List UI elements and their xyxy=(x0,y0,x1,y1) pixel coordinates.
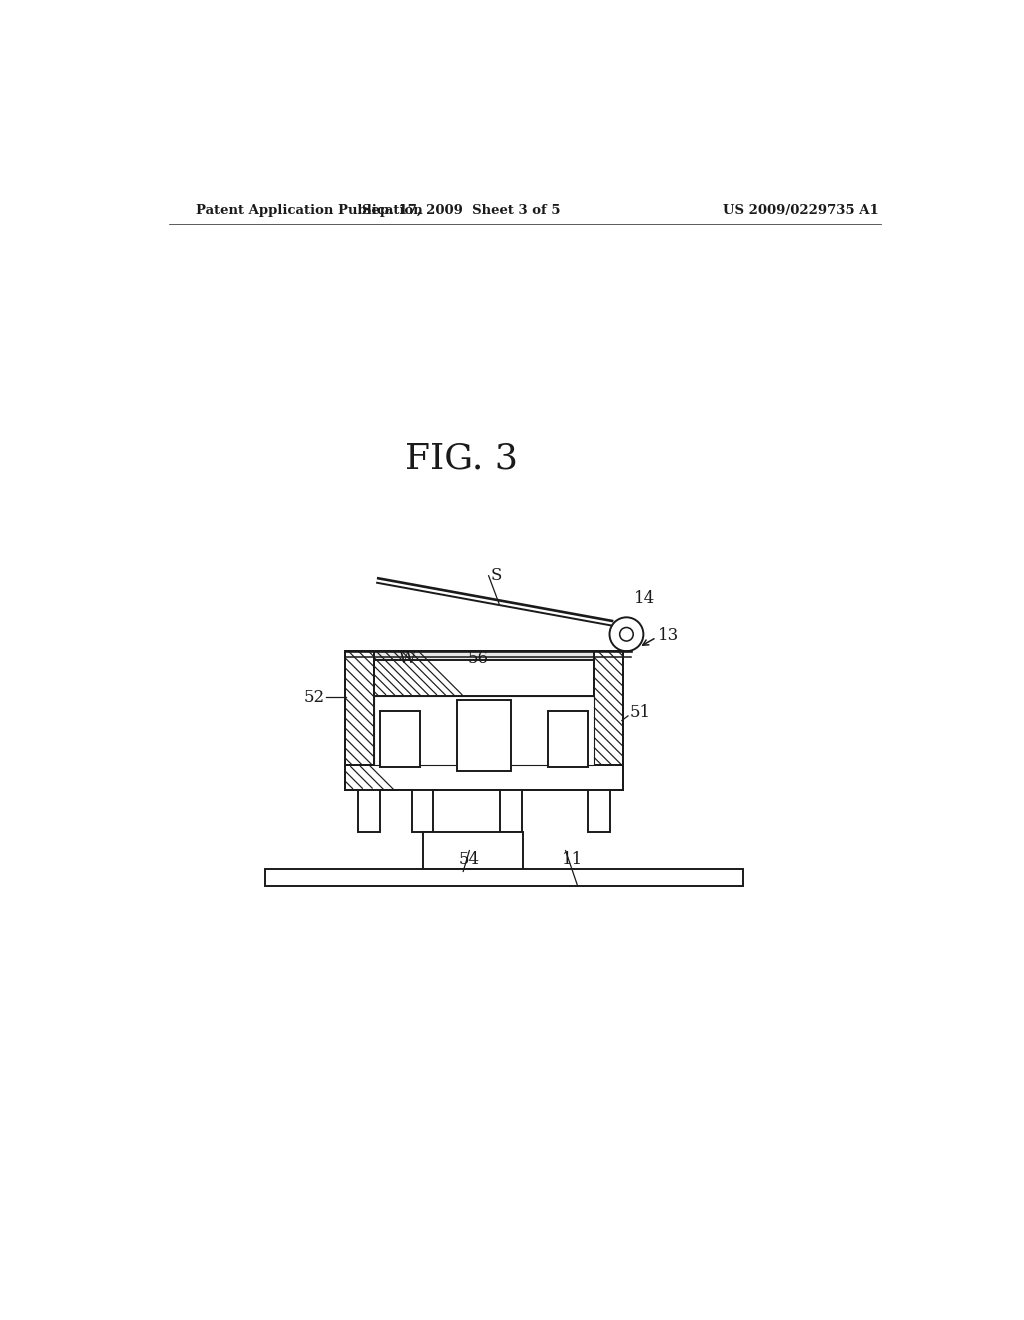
Bar xyxy=(345,651,624,789)
Text: S: S xyxy=(490,568,502,585)
Bar xyxy=(457,700,511,771)
Text: 11: 11 xyxy=(562,851,583,869)
Bar xyxy=(548,711,588,767)
Text: 54: 54 xyxy=(459,851,480,869)
Bar xyxy=(423,832,523,869)
Text: US 2009/0229735 A1: US 2009/0229735 A1 xyxy=(723,205,879,218)
Bar xyxy=(374,651,594,696)
Text: 14: 14 xyxy=(634,590,655,607)
Bar xyxy=(345,766,624,789)
Text: W: W xyxy=(399,651,417,668)
Bar xyxy=(500,789,521,832)
Text: Sep. 17, 2009  Sheet 3 of 5: Sep. 17, 2009 Sheet 3 of 5 xyxy=(362,205,561,218)
Bar xyxy=(358,789,380,832)
Bar xyxy=(345,651,374,766)
Text: 51: 51 xyxy=(630,705,650,721)
Text: 13: 13 xyxy=(658,627,679,644)
Bar xyxy=(594,651,624,766)
Bar xyxy=(374,696,594,766)
Bar xyxy=(374,651,594,660)
Bar xyxy=(412,789,433,832)
Circle shape xyxy=(609,618,643,651)
Text: 52: 52 xyxy=(303,689,325,706)
Bar xyxy=(265,869,742,886)
Text: 56: 56 xyxy=(468,651,489,668)
Text: FIG. 3: FIG. 3 xyxy=(406,442,518,475)
Bar xyxy=(380,711,420,767)
Bar xyxy=(588,789,609,832)
Text: Patent Application Publication: Patent Application Publication xyxy=(196,205,423,218)
